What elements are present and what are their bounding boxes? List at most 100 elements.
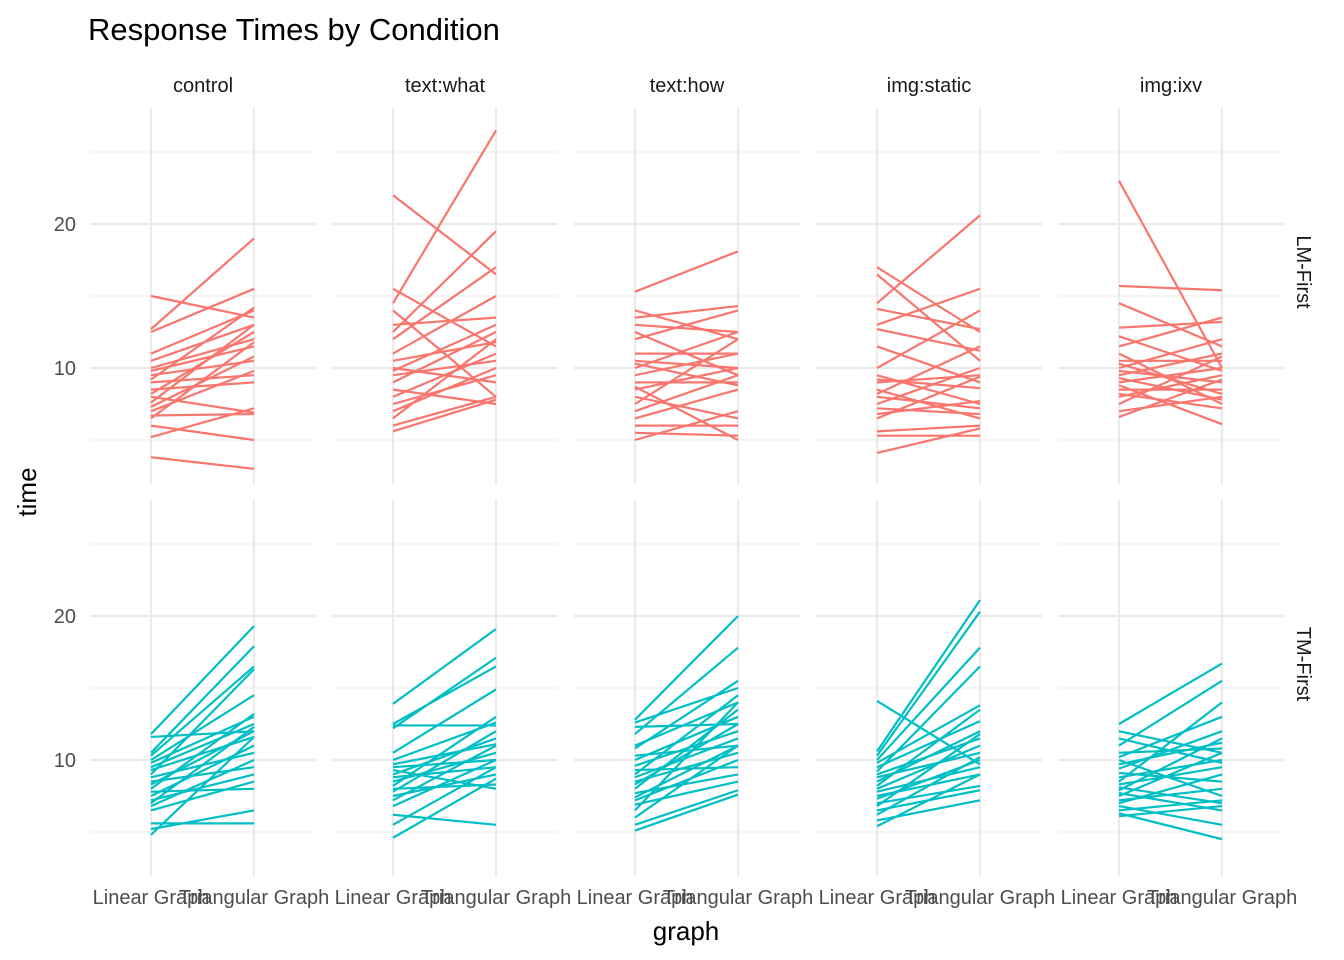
facet-panel [1118,180,1223,426]
data-line [392,758,497,769]
data-line [392,323,497,372]
data-line [150,359,255,377]
data-line [150,715,255,764]
data-line [1118,804,1223,818]
data-line [634,385,739,441]
data-line [876,307,981,331]
x-tick-label: Triangular Graph [179,887,329,909]
data-line [876,646,981,761]
data-line [634,330,739,370]
facet-panels: control text:what text:how img:static img:ix… [54,75,1314,909]
data-line [150,713,255,790]
data-line [392,295,497,355]
data-line [392,743,497,766]
facet-column-label: control [173,75,233,97]
data-line [634,395,739,420]
data-line [876,773,981,828]
data-line [634,410,739,442]
data-line [392,715,497,787]
y-tick-label: 10 [54,358,76,380]
data-line [150,780,255,812]
data-line [1118,758,1223,779]
data-line [150,694,255,761]
data-line [634,793,739,832]
data-line [876,665,981,773]
y-tick-label: 10 [54,750,76,772]
data-line [876,756,981,816]
data-line [150,809,255,831]
data-line [634,744,739,819]
data-line [634,694,739,776]
data-line [1118,799,1223,812]
facet-column-label: img:static [887,75,971,97]
facet-column-label: text:how [650,75,725,97]
data-line [392,777,497,839]
data-line [876,733,981,807]
facet-panel [876,214,981,455]
data-line [150,412,255,417]
data-line [876,345,981,395]
data-line [150,407,255,439]
data-line [634,309,739,341]
data-line [1118,715,1223,759]
data-line [634,250,739,293]
facet-column-label: text:what [405,75,485,97]
data-line [150,309,255,355]
data-line [150,766,255,783]
y-tick-label: 20 [54,214,76,236]
x-tick-label: Linear Graph [1061,887,1178,909]
data-line [1118,374,1223,398]
data-line [392,628,497,705]
x-tick-label: Triangular Graph [1147,887,1297,909]
data-line [1118,773,1223,805]
data-line [150,287,255,334]
data-line [150,338,255,370]
data-line [392,766,497,826]
data-line [1118,395,1223,413]
data-line [876,214,981,305]
data-line [634,701,739,812]
x-tick-label: Linear Graph [819,887,936,909]
data-line [1118,662,1223,725]
data-line [150,294,255,319]
data-line [392,194,497,276]
data-line [150,374,255,384]
x-tick-label: Triangular Graph [905,887,1055,909]
data-line [392,751,497,783]
data-line [392,352,497,398]
data-line [876,287,981,326]
data-line [150,645,255,754]
data-line [634,323,739,334]
data-line [392,395,497,427]
data-line [634,304,739,319]
x-tick-label: Linear Graph [577,887,694,909]
data-line [876,744,981,790]
data-line [876,309,981,369]
data-line [634,338,739,405]
data-line [150,735,255,772]
data-line [876,784,981,805]
data-line [392,744,497,802]
facet-panel [876,599,981,828]
x-tick-label: Triangular Graph [421,887,571,909]
data-line [392,340,497,362]
data-line [1118,316,1223,348]
facet-panel [150,625,255,836]
data-line [876,708,981,787]
facet-column-label: img:ixv [1140,75,1202,97]
data-line [876,424,981,433]
data-line [150,355,255,408]
data-line [392,737,497,776]
data-line [1118,737,1223,792]
data-line [1118,812,1223,841]
x-tick-label: Triangular Graph [663,887,813,909]
data-line [392,688,497,754]
data-line [634,615,739,721]
facet-panel [1118,662,1223,841]
data-line [1118,366,1223,384]
y-axis-label: time [12,467,42,516]
data-line [150,725,255,805]
chart-title: Response Times by Condition [88,12,500,47]
data-line [392,287,497,348]
